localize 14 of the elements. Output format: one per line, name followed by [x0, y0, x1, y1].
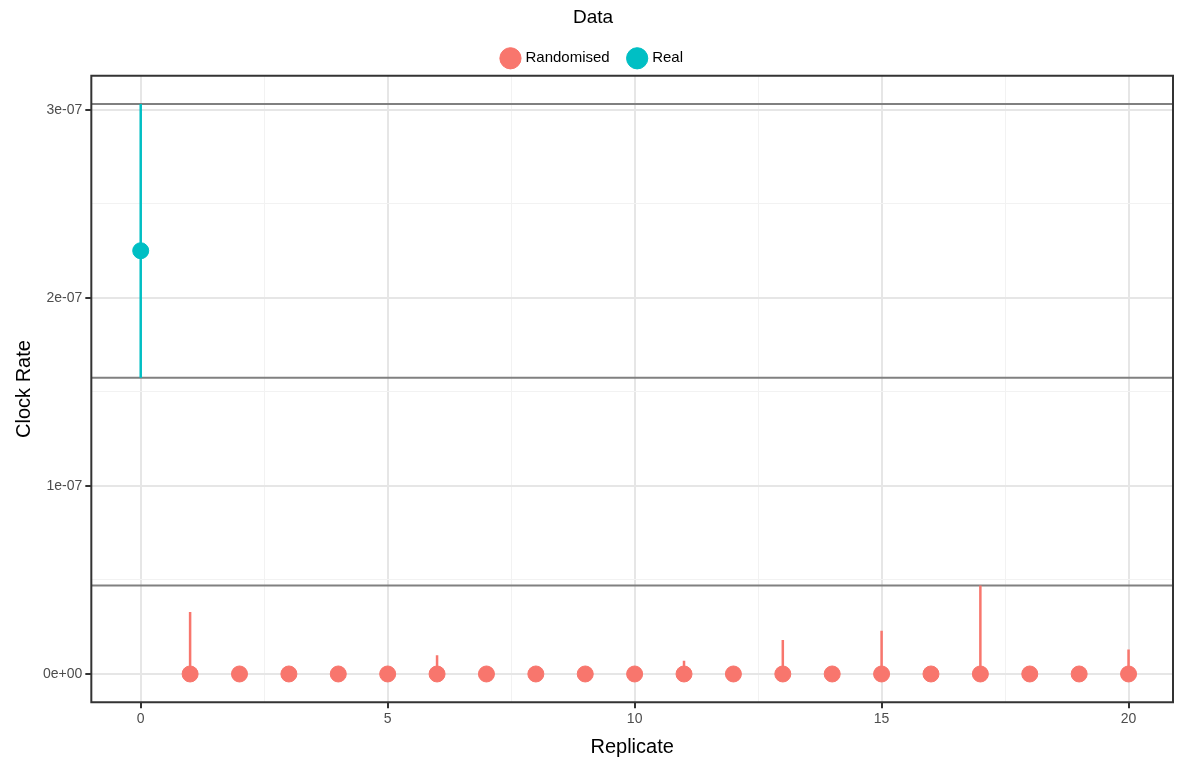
x-axis-title: Replicate	[590, 734, 674, 757]
x-tick-label: 20	[1120, 710, 1137, 727]
x-tick-label: 15	[873, 710, 890, 727]
x-tick-label: 10	[626, 710, 643, 727]
y-axis-title: Clock Rate	[11, 340, 34, 438]
y-tick-label: 2e-07	[46, 288, 83, 305]
y-tick-label: 0e+00	[42, 664, 83, 681]
legend-title: Data	[572, 5, 614, 27]
x-tick-label: 0	[136, 710, 145, 727]
legend-label: Randomised	[525, 48, 610, 66]
legend-label: Real	[652, 48, 684, 66]
y-tick-label: 3e-07	[46, 100, 83, 117]
y-tick-label: 1e-07	[46, 476, 83, 493]
x-tick-label: 5	[383, 710, 392, 727]
